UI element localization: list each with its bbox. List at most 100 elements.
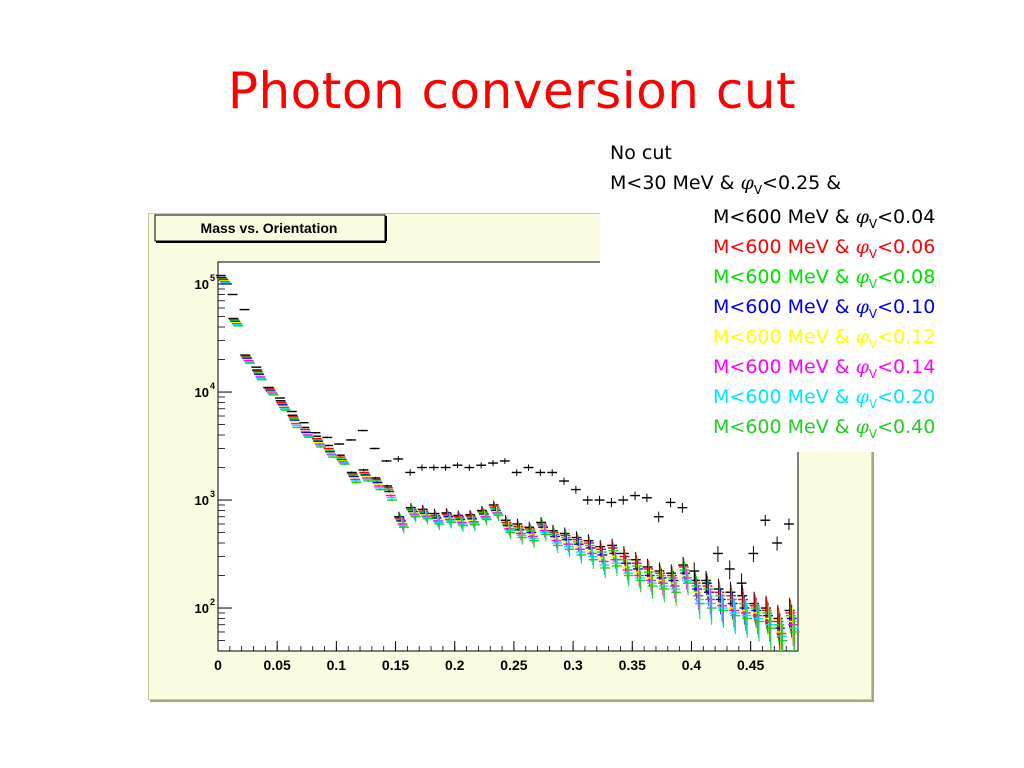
data-point	[703, 578, 714, 603]
legend-text: φ	[855, 206, 869, 228]
data-point	[313, 440, 324, 443]
legend-text: V	[753, 182, 763, 197]
data-point	[538, 523, 549, 536]
series-5	[219, 280, 798, 651]
data-point	[300, 428, 310, 431]
legend-text: φ	[855, 266, 869, 288]
data-point	[255, 376, 266, 378]
data-point	[681, 568, 692, 590]
data-point	[286, 410, 297, 413]
legend-entry: M<600 MeV & φV<0.12	[713, 326, 935, 355]
data-point	[417, 464, 427, 471]
data-point	[789, 616, 800, 651]
data-point	[634, 566, 645, 587]
data-point	[703, 581, 714, 606]
data-point	[724, 560, 735, 580]
data-point	[552, 536, 563, 551]
data-point	[452, 462, 463, 469]
data-point	[445, 515, 456, 527]
data-marks	[215, 274, 800, 651]
legend-entry: M<30 MeV & φV<0.25 &	[610, 172, 841, 201]
data-point	[290, 421, 301, 423]
legend-text: M<600 MeV &	[713, 356, 856, 378]
data-point	[594, 495, 605, 505]
x-tick-label: 0.45	[737, 657, 764, 673]
data-point	[505, 526, 516, 540]
data-point	[289, 419, 300, 421]
y-tick-exponent: 5	[210, 273, 215, 283]
data-point	[280, 409, 291, 411]
data-point	[323, 447, 334, 450]
data-point	[588, 552, 599, 570]
data-point	[725, 581, 736, 606]
data-point	[611, 555, 622, 573]
data-point	[410, 510, 420, 521]
data-point	[642, 558, 653, 578]
data-point	[692, 581, 703, 606]
data-point	[514, 524, 525, 537]
data-point	[515, 525, 526, 539]
data-point	[292, 426, 303, 429]
legend-entry: M<600 MeV & φV<0.20	[713, 386, 935, 415]
data-point	[256, 379, 267, 381]
data-point	[358, 468, 369, 472]
data-point	[303, 435, 314, 437]
data-point	[253, 372, 264, 374]
data-point	[633, 563, 644, 583]
data-point	[541, 528, 551, 542]
data-point	[298, 422, 309, 424]
data-point	[242, 357, 253, 360]
data-point	[552, 538, 563, 554]
data-point	[621, 558, 632, 578]
data-point	[646, 570, 657, 593]
data-point	[263, 386, 274, 389]
data-point	[464, 464, 475, 471]
data-point	[502, 520, 513, 532]
data-point	[398, 520, 409, 532]
data-point	[714, 581, 725, 606]
data-point	[256, 377, 267, 380]
data-point	[622, 561, 633, 581]
data-point	[528, 532, 539, 546]
data-point	[311, 437, 322, 440]
data-point	[275, 397, 285, 399]
x-tick-label: 0.1	[327, 657, 347, 673]
data-point	[469, 517, 480, 530]
data-point	[503, 521, 514, 534]
data-point	[322, 436, 333, 439]
x-tick-label: 0.2	[445, 657, 465, 673]
data-point	[504, 523, 514, 536]
data-point	[704, 584, 715, 611]
data-point	[535, 469, 546, 476]
data-point	[357, 429, 368, 432]
data-point	[493, 510, 504, 521]
data-point	[399, 521, 409, 534]
data-point	[525, 524, 536, 538]
data-point	[599, 556, 610, 575]
data-point	[742, 604, 753, 638]
data-point	[371, 479, 382, 483]
data-point	[428, 464, 439, 471]
data-point	[409, 509, 420, 520]
data-point	[730, 602, 741, 635]
data-point	[440, 464, 451, 471]
data-point	[772, 536, 783, 551]
data-point	[539, 524, 550, 538]
legend-text: <0.20	[877, 386, 936, 408]
data-point	[559, 527, 570, 541]
data-point	[702, 575, 713, 599]
data-point	[375, 488, 386, 491]
data-point	[582, 495, 593, 505]
data-point	[678, 556, 689, 575]
data-point	[240, 355, 251, 357]
data-point	[576, 547, 587, 564]
data-point	[515, 527, 526, 541]
data-point	[516, 529, 527, 543]
data-point	[538, 521, 549, 534]
legend-text: <0.40	[877, 416, 936, 438]
data-point	[384, 490, 395, 493]
data-point	[706, 595, 717, 625]
data-point	[548, 526, 559, 540]
legend-text: <0.14	[877, 356, 936, 378]
data-point	[513, 522, 524, 535]
